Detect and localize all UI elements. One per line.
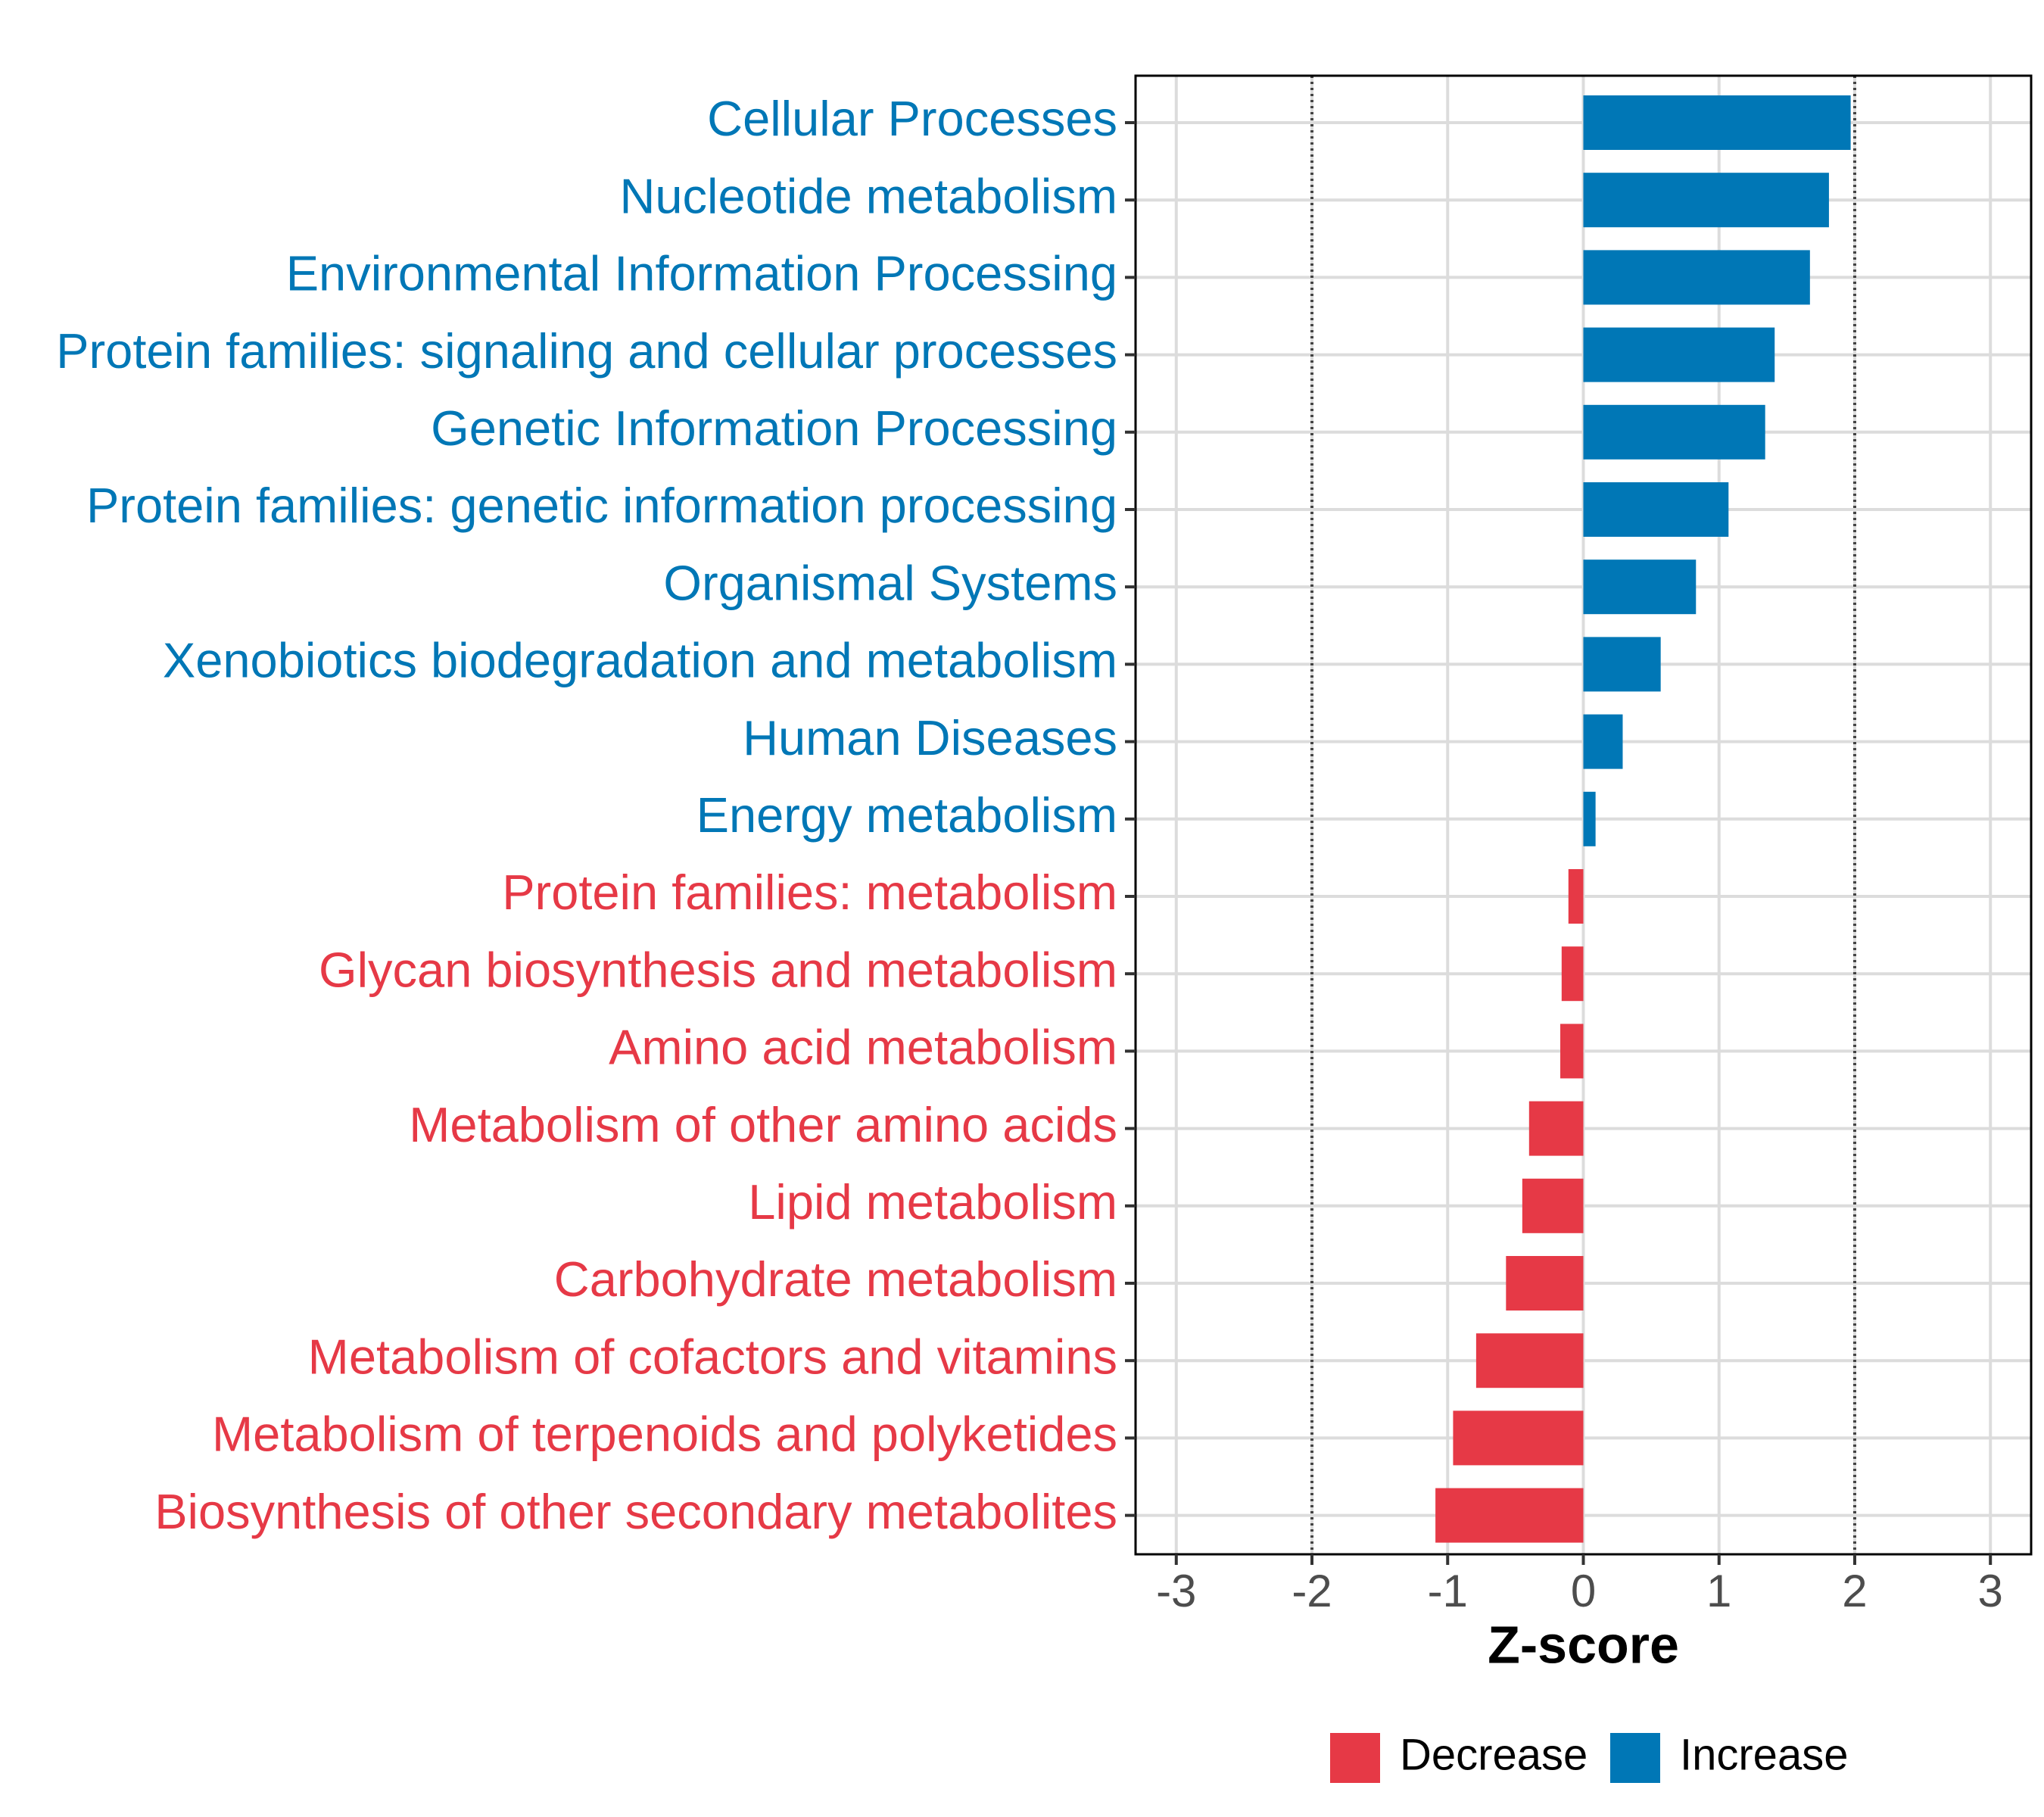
- x-tick-label: 2: [1842, 1566, 1867, 1616]
- bar: [1475, 1333, 1584, 1388]
- category-label: Organismal Systems: [663, 555, 1117, 610]
- category-label: Metabolism of other amino acids: [409, 1097, 1117, 1152]
- category-label: Glycan biosynthesis and metabolism: [319, 942, 1117, 997]
- category-label: Energy metabolism: [696, 787, 1117, 843]
- bar: [1583, 250, 1810, 305]
- bar: [1583, 95, 1851, 150]
- legend-label: Increase: [1680, 1730, 1848, 1779]
- x-tick-label: -2: [1292, 1566, 1332, 1616]
- category-label: Amino acid metabolism: [609, 1020, 1117, 1075]
- category-label: Metabolism of terpenoids and polyketides: [212, 1407, 1117, 1462]
- bar: [1560, 1024, 1584, 1079]
- bar: [1561, 946, 1584, 1002]
- bar: [1583, 327, 1775, 382]
- legend: Decrease Increase: [1330, 1730, 1848, 1783]
- category-label: Environmental Information Processing: [286, 246, 1117, 301]
- category-label: Protein families: metabolism: [502, 865, 1117, 920]
- bars: [1435, 95, 1851, 1543]
- bar: [1583, 173, 1829, 228]
- x-tick-label: -3: [1156, 1566, 1196, 1616]
- category-label: Human Diseases: [743, 710, 1117, 765]
- x-tick-label: 1: [1706, 1566, 1731, 1616]
- category-label: Genetic Information Processing: [431, 400, 1117, 456]
- x-axis-title: Z-score: [1488, 1615, 1679, 1674]
- category-labels: Cellular Processes Nucleotide metabolism E…: [56, 91, 1136, 1539]
- bar: [1568, 869, 1584, 924]
- category-label: Lipid metabolism: [748, 1174, 1117, 1230]
- legend-swatch: [1610, 1733, 1660, 1783]
- bar: [1583, 482, 1729, 537]
- category-label: Biosynthesis of other secondary metaboli…: [154, 1484, 1117, 1539]
- legend-label: Decrease: [1400, 1730, 1588, 1779]
- category-label: Protein families: genetic information pr…: [86, 478, 1117, 533]
- bar: [1583, 714, 1623, 769]
- category-label: Protein families: signaling and cellular…: [56, 323, 1117, 379]
- bar: [1522, 1178, 1584, 1233]
- bar: [1583, 559, 1697, 615]
- bar: [1435, 1488, 1584, 1543]
- x-axis-ticks: -3 -2 -1 0 1 2 3: [1156, 1554, 2003, 1616]
- bar: [1583, 404, 1765, 460]
- bar: [1506, 1256, 1584, 1311]
- category-label: Xenobiotics biodegradation and metabolis…: [163, 633, 1117, 688]
- legend-swatch: [1330, 1733, 1380, 1783]
- x-tick-label: -1: [1428, 1566, 1468, 1616]
- x-tick-label: 3: [1978, 1566, 2003, 1616]
- x-tick-label: 0: [1571, 1566, 1596, 1616]
- category-label: Nucleotide metabolism: [619, 168, 1117, 223]
- category-label: Cellular Processes: [707, 91, 1117, 146]
- bar: [1583, 637, 1661, 692]
- bar: [1528, 1101, 1584, 1156]
- category-label: Metabolism of cofactors and vitamins: [308, 1329, 1117, 1384]
- bar: [1583, 791, 1596, 846]
- bar: [1453, 1410, 1584, 1466]
- category-label: Carbohydrate metabolism: [554, 1251, 1117, 1307]
